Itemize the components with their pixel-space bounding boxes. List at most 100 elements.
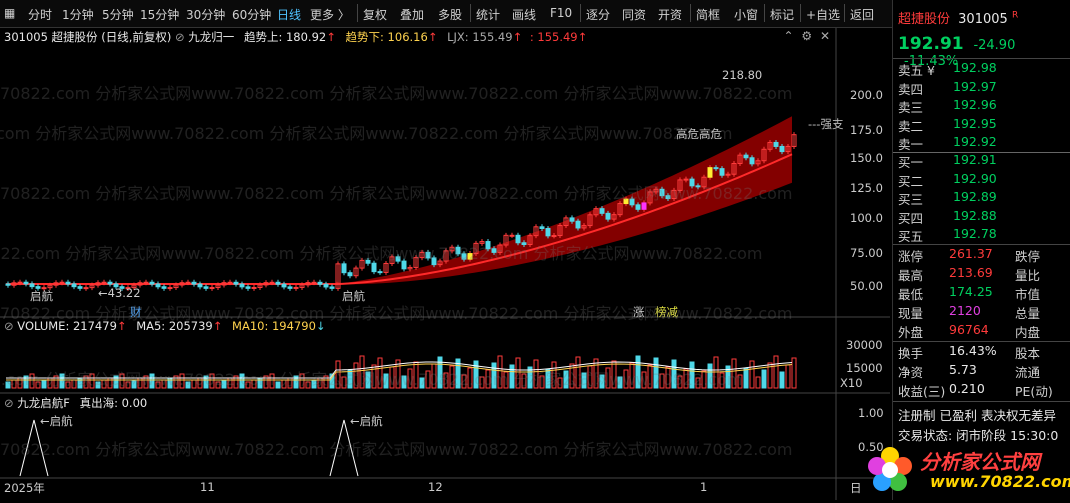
toolbar-item[interactable]: 标记 [770,8,795,22]
volume-bar [779,371,785,389]
toolbar-item[interactable]: 叠加 [400,8,425,22]
volume-bar [305,381,311,389]
ask-row[interactable]: 卖五 ¥ 192.98 [893,60,1070,79]
kline-chart-svg[interactable] [0,28,890,500]
volume-bar [479,376,485,389]
toolbar-item[interactable]: 分时 [28,8,53,22]
volume-bar [695,377,701,389]
ask-row[interactable]: 卖三 192.96 [893,97,1070,116]
stat-label: 最高 [898,268,924,283]
date-axis-tick[interactable]: 日 [850,481,862,495]
period-toolbar: 分时 1分钟 5分钟 15分钟 30分钟 60分钟 日线 更多 〉复权 叠加 多股 统计 画线 F10 逐… [0,0,1070,28]
lower-indicator-name[interactable]: 九龙启航F [17,396,70,410]
ma10-arrow: ↓ [315,319,326,333]
stock-name[interactable]: 超捷股份 [898,12,951,27]
settings-icon[interactable]: ⚙ [801,29,813,43]
ljx2-arrow: ↑ [577,30,588,44]
volume-bar [707,363,713,389]
candle-body [137,282,143,286]
ask-label: 卖四 [898,81,924,97]
zhang-marker[interactable]: 涨 [633,305,645,319]
volume-bar [365,371,371,389]
toolbar-item[interactable]: 60分钟 [232,8,272,22]
bid-row[interactable]: 买三 192.89 [893,189,1070,208]
volume-bar [533,359,539,389]
volume-bar [605,367,611,389]
quote-header: 超捷股份 301005 R [898,8,1018,27]
toolbar-item[interactable]: +自选 [806,8,841,22]
volume-bar [761,369,767,389]
toolbar-item[interactable]: 多股 [438,8,463,22]
volume-bar [71,379,77,389]
toolbar-item[interactable]: 开资 [658,8,683,22]
grid-menu-icon[interactable]: ▦ [4,6,16,20]
candle-body [755,160,761,165]
collapse-icon[interactable]: ⊘ [4,396,14,410]
ask-label: 卖三 [898,100,924,115]
toolbar-item[interactable]: 更多 〉 [310,8,350,22]
bid-row[interactable]: 买二 192.90 [893,171,1070,190]
stat-right-label: 市值 [1015,287,1041,302]
toolbar-item[interactable]: 返回 [850,8,875,22]
stat-value: 2120 [949,303,981,318]
close-icon[interactable]: ✕ [819,29,830,43]
toolbar-item[interactable]: 1分钟 [62,8,94,22]
volume-bar [713,356,719,389]
toolbar-item[interactable]: 小窗 [734,8,759,22]
bangjian-marker[interactable]: 榜减 [655,305,678,319]
volume-bar [785,364,791,389]
toolbar-item[interactable]: 5分钟 [102,8,134,22]
collapse-icon[interactable]: ⊘ [4,319,14,333]
bid-row[interactable]: 买一 192.91 [893,152,1070,171]
toolbar-item[interactable]: 简框 [696,8,721,22]
candle-body [401,260,407,270]
volume-bar [233,375,239,389]
stat-right-label: 流通 [1015,365,1041,380]
date-axis-tick: 12 [428,480,443,494]
candle-body [209,287,215,290]
stat-right-label: PE(动) [1015,384,1053,399]
toolbar-item[interactable]: F10 [550,6,573,20]
toolbar-item[interactable]: 逐分 [586,8,611,22]
candle-body [353,267,359,277]
ask-row[interactable]: 卖一 192.92 [893,134,1070,153]
kline-chart-area[interactable]: 301005 超捷股份 (日线,前复权) ⊘ 九龙归一 趋势上: 180.92↑… [0,28,890,500]
volume-bar [89,373,95,389]
ljx2-value: : 155.49 [529,30,578,44]
stat-right-label: 量比 [1015,268,1041,283]
indicator-name[interactable]: 九龙归一 [188,30,235,44]
cai-marker[interactable]: 财 [130,305,142,319]
toolbar-item[interactable]: 复权 [363,8,388,22]
candle-body [59,281,65,284]
volume-bar [665,366,671,389]
bid-label: 买一 [898,155,924,170]
volume-bar [407,368,413,389]
candle-body [95,282,101,286]
ask-row[interactable]: 卖二 192.95 [893,116,1070,135]
chevron-up-icon[interactable]: ⌃ [783,29,794,43]
toolbar-item[interactable]: 画线 [512,8,537,22]
stat-right-label: 跌停 [1015,249,1041,264]
volume-bar [473,360,479,389]
toolbar-item[interactable]: 15分钟 [140,8,180,22]
stat-label: 外盘 [898,325,924,340]
toolbar-item[interactable]: 同资 [622,8,647,22]
collapse-icon[interactable]: ⊘ [175,30,185,44]
volume-bar [635,355,641,389]
candle-body [371,262,377,273]
toolbar-item[interactable]: 30分钟 [186,8,226,22]
toolbar-separator [470,4,471,22]
candle-body [155,283,161,288]
ask-row[interactable]: 卖四 192.97 [893,79,1070,98]
volume-bar [323,375,329,389]
candle-body [311,281,317,284]
trend-down-value: 趋势下: 106.16 [345,30,428,44]
bid-row[interactable]: 买四 192.88 [893,208,1070,227]
volume-bar [719,372,725,389]
signal-spike [19,419,49,477]
volume-bar [581,372,587,389]
toolbar-item[interactable]: 统计 [476,8,501,22]
bid-row[interactable]: 买五 192.78 [893,226,1070,245]
toolbar-item[interactable]: 日线 [277,8,302,22]
candle-body [617,203,623,216]
